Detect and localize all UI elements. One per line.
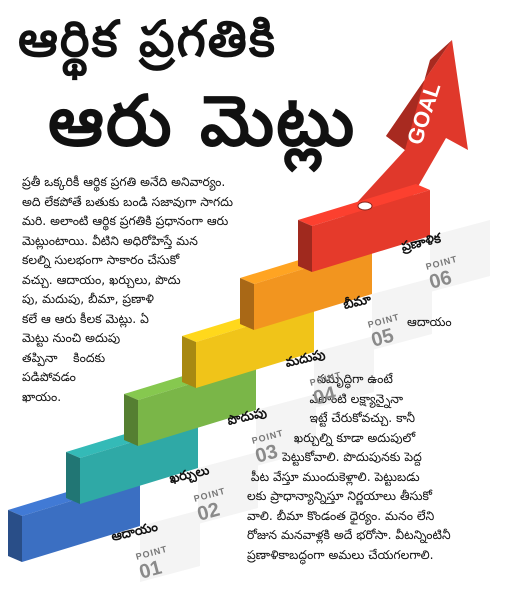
step-front-5	[254, 248, 372, 330]
step-side-4	[182, 336, 196, 388]
step-side-1	[8, 510, 22, 562]
title-line-2: ఆరు మెట్లు	[48, 80, 357, 162]
step-front-3	[138, 364, 256, 446]
step-riser-2	[198, 452, 258, 524]
detail-body: సమృద్ధిగా ఉంటే ఎలాంటి లక్ష్యాన్నైనా ఇట్ట…	[247, 372, 451, 562]
step-riser-5	[372, 278, 432, 350]
step-riser-4	[314, 336, 374, 408]
step-front-6	[312, 190, 430, 272]
step-side-5	[240, 278, 254, 330]
goal-arrow-shade	[386, 40, 452, 150]
step-front-2	[80, 422, 198, 504]
detail-paragraph: ఆదాయం సమృద్ధిగా ఉంటే ఎలాంటి లక్ష్యాన్నైన…	[247, 315, 452, 565]
step-side-2	[66, 452, 80, 504]
detail-heading: ఆదాయం	[407, 315, 452, 329]
step-dot-6	[357, 201, 373, 211]
step-riser-6	[430, 220, 490, 292]
step-riser-1	[140, 510, 200, 582]
step-side-6	[298, 220, 312, 272]
intro-paragraph: ప్రతీ ఒక్కరికీ ఆర్థిక ప్రగతి అనేది అనివా…	[22, 175, 234, 404]
step-front-4	[196, 306, 314, 388]
title-line-1: ఆర్థిక ప్రగతికి	[18, 10, 277, 68]
step-side-3	[124, 394, 138, 446]
step-riser-3	[256, 394, 316, 466]
step-front-1	[22, 480, 140, 562]
